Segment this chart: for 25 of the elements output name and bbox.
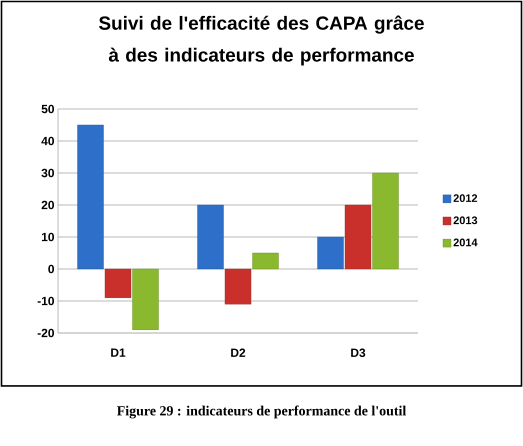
bar <box>372 172 399 270</box>
caption: Figure 29 : indicateurs de performance de l'outil <box>116 406 406 418</box>
y-tick-label: 10 <box>42 232 54 242</box>
y-tick-label: 20 <box>42 200 54 210</box>
bar <box>132 268 159 330</box>
bar <box>104 268 132 298</box>
y-tick-label: -20 <box>38 328 54 338</box>
bar <box>197 204 224 270</box>
x-tick-label: D1 <box>111 348 126 357</box>
bar <box>344 204 372 270</box>
y-tick-label: 0 <box>48 264 54 274</box>
x-tick-label: D2 <box>231 348 246 357</box>
legend-label: 2013 <box>454 216 478 224</box>
y-tick-label: -10 <box>38 296 54 306</box>
y-tick-label: 50 <box>42 104 54 114</box>
legend-label: 2014 <box>454 238 478 246</box>
bar <box>224 268 252 304</box>
y-tick-label: 40 <box>41 136 54 146</box>
bar <box>252 252 279 270</box>
bar <box>77 124 104 270</box>
x-tick-label: D3 <box>351 348 366 357</box>
chart-title: Suivi de l'efficacité des CAPA grâce à des indicateurs de performance <box>99 16 424 66</box>
legend-label: 2012 <box>454 194 478 202</box>
y-tick-label: 30 <box>41 168 54 178</box>
bar <box>317 236 344 270</box>
